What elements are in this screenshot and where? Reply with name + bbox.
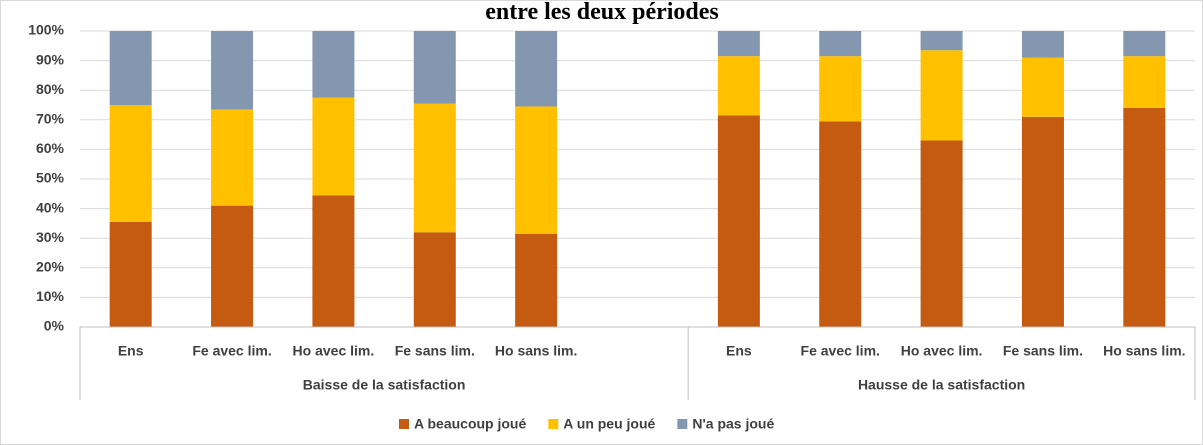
bar-segment [312,195,355,327]
y-tick-label: 40% [36,199,65,215]
bar-segment [1021,116,1064,327]
y-tick-label: 50% [36,170,65,186]
bar-segment [1021,31,1064,58]
bar-segment [819,121,862,327]
group-label: Hausse de la satisfaction [858,377,1025,393]
bar-segment [413,103,456,233]
bar-segment [1123,107,1166,328]
bar-segment [109,31,152,105]
y-tick-label: 20% [36,259,65,275]
x-tick-label: Ho avec lim. [293,343,375,359]
bar-segment [515,31,558,107]
y-tick-label: 30% [36,229,65,245]
group-label: Baisse de la satisfaction [303,377,466,393]
bar-segment [211,109,254,206]
bar-segment [1021,57,1064,117]
bar-segment [312,97,355,196]
x-tick-label: Fe sans lim. [1003,343,1083,359]
y-tick-label: 90% [36,51,65,67]
bar-segment [515,106,558,234]
bar-segment [312,31,355,98]
bar-segment [819,31,862,57]
x-tick-label: Ens [726,343,752,359]
bar-segment [819,56,862,122]
bar-segment [109,221,152,327]
legend-label: A un peu joué [563,416,655,432]
chart-title: entre les deux périodes [485,0,719,25]
bar-segment [211,31,254,110]
legend-label: N'a pas joué [692,416,774,432]
bar-segment [515,233,558,327]
x-tick-label: Ens [118,343,144,359]
bar-segment [413,232,456,327]
x-tick-label: Fe sans lim. [395,343,475,359]
y-tick-label: 80% [36,81,65,97]
legend-swatch [548,419,559,429]
bar-segment [1123,31,1166,57]
legend-swatch [677,419,688,429]
y-tick-label: 70% [36,111,65,127]
x-tick-label: Fe avec lim. [801,343,880,359]
bar-segment [920,31,963,51]
bar-segment [413,31,456,104]
bar-segment [920,50,963,141]
bar-segment [717,56,760,116]
bar-segment [920,140,963,327]
bar-segment [1123,56,1166,108]
bar-segment [211,205,254,327]
y-tick-label: 100% [28,22,64,38]
y-tick-label: 10% [36,288,65,304]
bar-segment [717,31,760,57]
bar-segment [109,105,152,222]
x-tick-label: Ho sans lim. [495,343,577,359]
legend-label: A beaucoup joué [414,416,526,432]
x-tick-label: Ho sans lim. [1103,343,1185,359]
x-tick-label: Ho avec lim. [901,343,983,359]
bar-segment [717,115,760,327]
y-tick-label: 60% [36,140,65,156]
y-tick-label: 0% [44,318,65,334]
legend-swatch [399,419,409,429]
x-tick-label: Fe avec lim. [192,343,271,359]
